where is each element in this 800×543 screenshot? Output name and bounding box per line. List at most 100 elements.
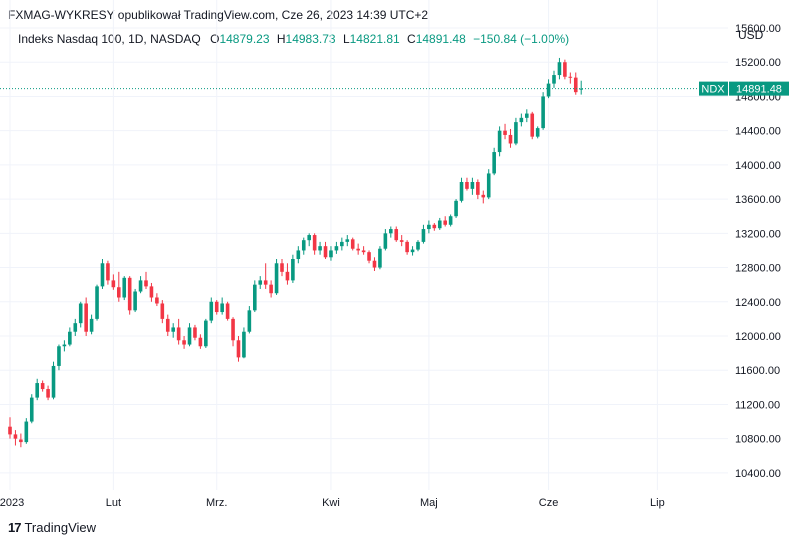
candle [557,57,562,80]
candle-body [57,346,61,366]
candle-body [100,263,105,287]
candle-body [345,239,350,242]
candle-body [546,83,551,97]
candle [258,276,263,289]
y-tick-label: 15200.00 [735,57,781,69]
candle [492,147,496,176]
candle-body [280,263,284,272]
candle [394,226,399,242]
candle-body [182,340,186,345]
y-tick-label: 12400.00 [735,297,781,309]
tradingview-footer[interactable]: 17 TradingView [8,520,96,535]
candle-body [389,229,393,234]
brand-name: TradingView [24,520,97,535]
candle-body [367,252,371,261]
y-tick-label: 11600.00 [735,365,780,377]
candle-body [111,280,116,288]
y-tick-label: 13600.00 [735,194,781,206]
candle [187,323,192,347]
candle-body [231,318,235,341]
candle-body [253,284,257,311]
candle-body [29,397,34,422]
candle-body [492,152,496,174]
currency-label[interactable]: USD [738,28,764,42]
open-value: 14879.23 [219,32,270,46]
price-tag[interactable]: NDX 14891.48 [699,81,789,96]
candle-body [193,327,197,338]
candle-body [437,220,442,229]
candle-body [247,310,252,332]
x-tick-label: Cze [539,497,559,509]
candle [46,385,50,401]
candle [263,263,268,289]
low-label: L [342,32,350,46]
candle [296,246,301,264]
candle [19,433,23,448]
candle [563,59,567,80]
candle-body [258,280,263,285]
candle [552,70,556,88]
candle-body [144,280,148,287]
candle [117,271,121,302]
candle [176,318,181,345]
candle [29,394,34,424]
candle-body [78,303,83,324]
symbol-name[interactable]: Indeks Nasdaq 100, 1D, NASDAQ [18,32,201,46]
price-tag-value: 14891.48 [736,84,782,96]
candle-body [508,134,513,144]
candle-body [312,235,317,251]
candle-body [62,344,67,347]
candle [106,260,110,285]
candle [149,282,154,302]
candle [421,224,426,244]
candle [356,243,360,255]
candle [280,259,284,277]
y-tick-label: 12000.00 [735,331,781,343]
candle-body [323,246,328,258]
candle [160,300,165,324]
candle-body [383,233,388,249]
candle [8,417,12,439]
candle [329,246,333,261]
candle-body [24,421,29,443]
candle [541,92,545,130]
candle-body [165,318,170,332]
y-tick-label: 11200.00 [735,399,780,411]
candle [40,380,45,392]
candle [416,240,420,252]
candle [62,340,67,352]
candle-body [176,327,181,341]
candle-body [318,246,322,251]
candle-body [160,303,165,319]
candle-body [307,235,311,241]
candle [122,276,127,301]
candle [410,246,415,256]
candle [535,126,540,139]
candle [519,113,524,127]
candle-body [117,287,121,298]
candle-body [89,318,94,332]
x-tick-label: Maj [420,497,438,509]
candle-body [372,260,377,268]
candle-body [443,220,447,225]
candle-body [84,303,88,332]
candle-body [514,122,518,144]
y-tick-label: 10400.00 [735,468,781,480]
candle [144,271,148,289]
candle [312,233,317,255]
candle [437,217,442,230]
candle-body [198,337,203,347]
candle-body [106,263,110,281]
x-tick-label: Mrz. [206,497,227,509]
candle-body [225,303,230,319]
candle [24,418,29,444]
candle-body [274,263,279,294]
candle-body [242,331,246,358]
candle [165,314,170,336]
candle-body [465,182,469,189]
candle-body [204,320,208,347]
candle [323,241,328,259]
candle [84,297,88,336]
candle [198,334,203,349]
